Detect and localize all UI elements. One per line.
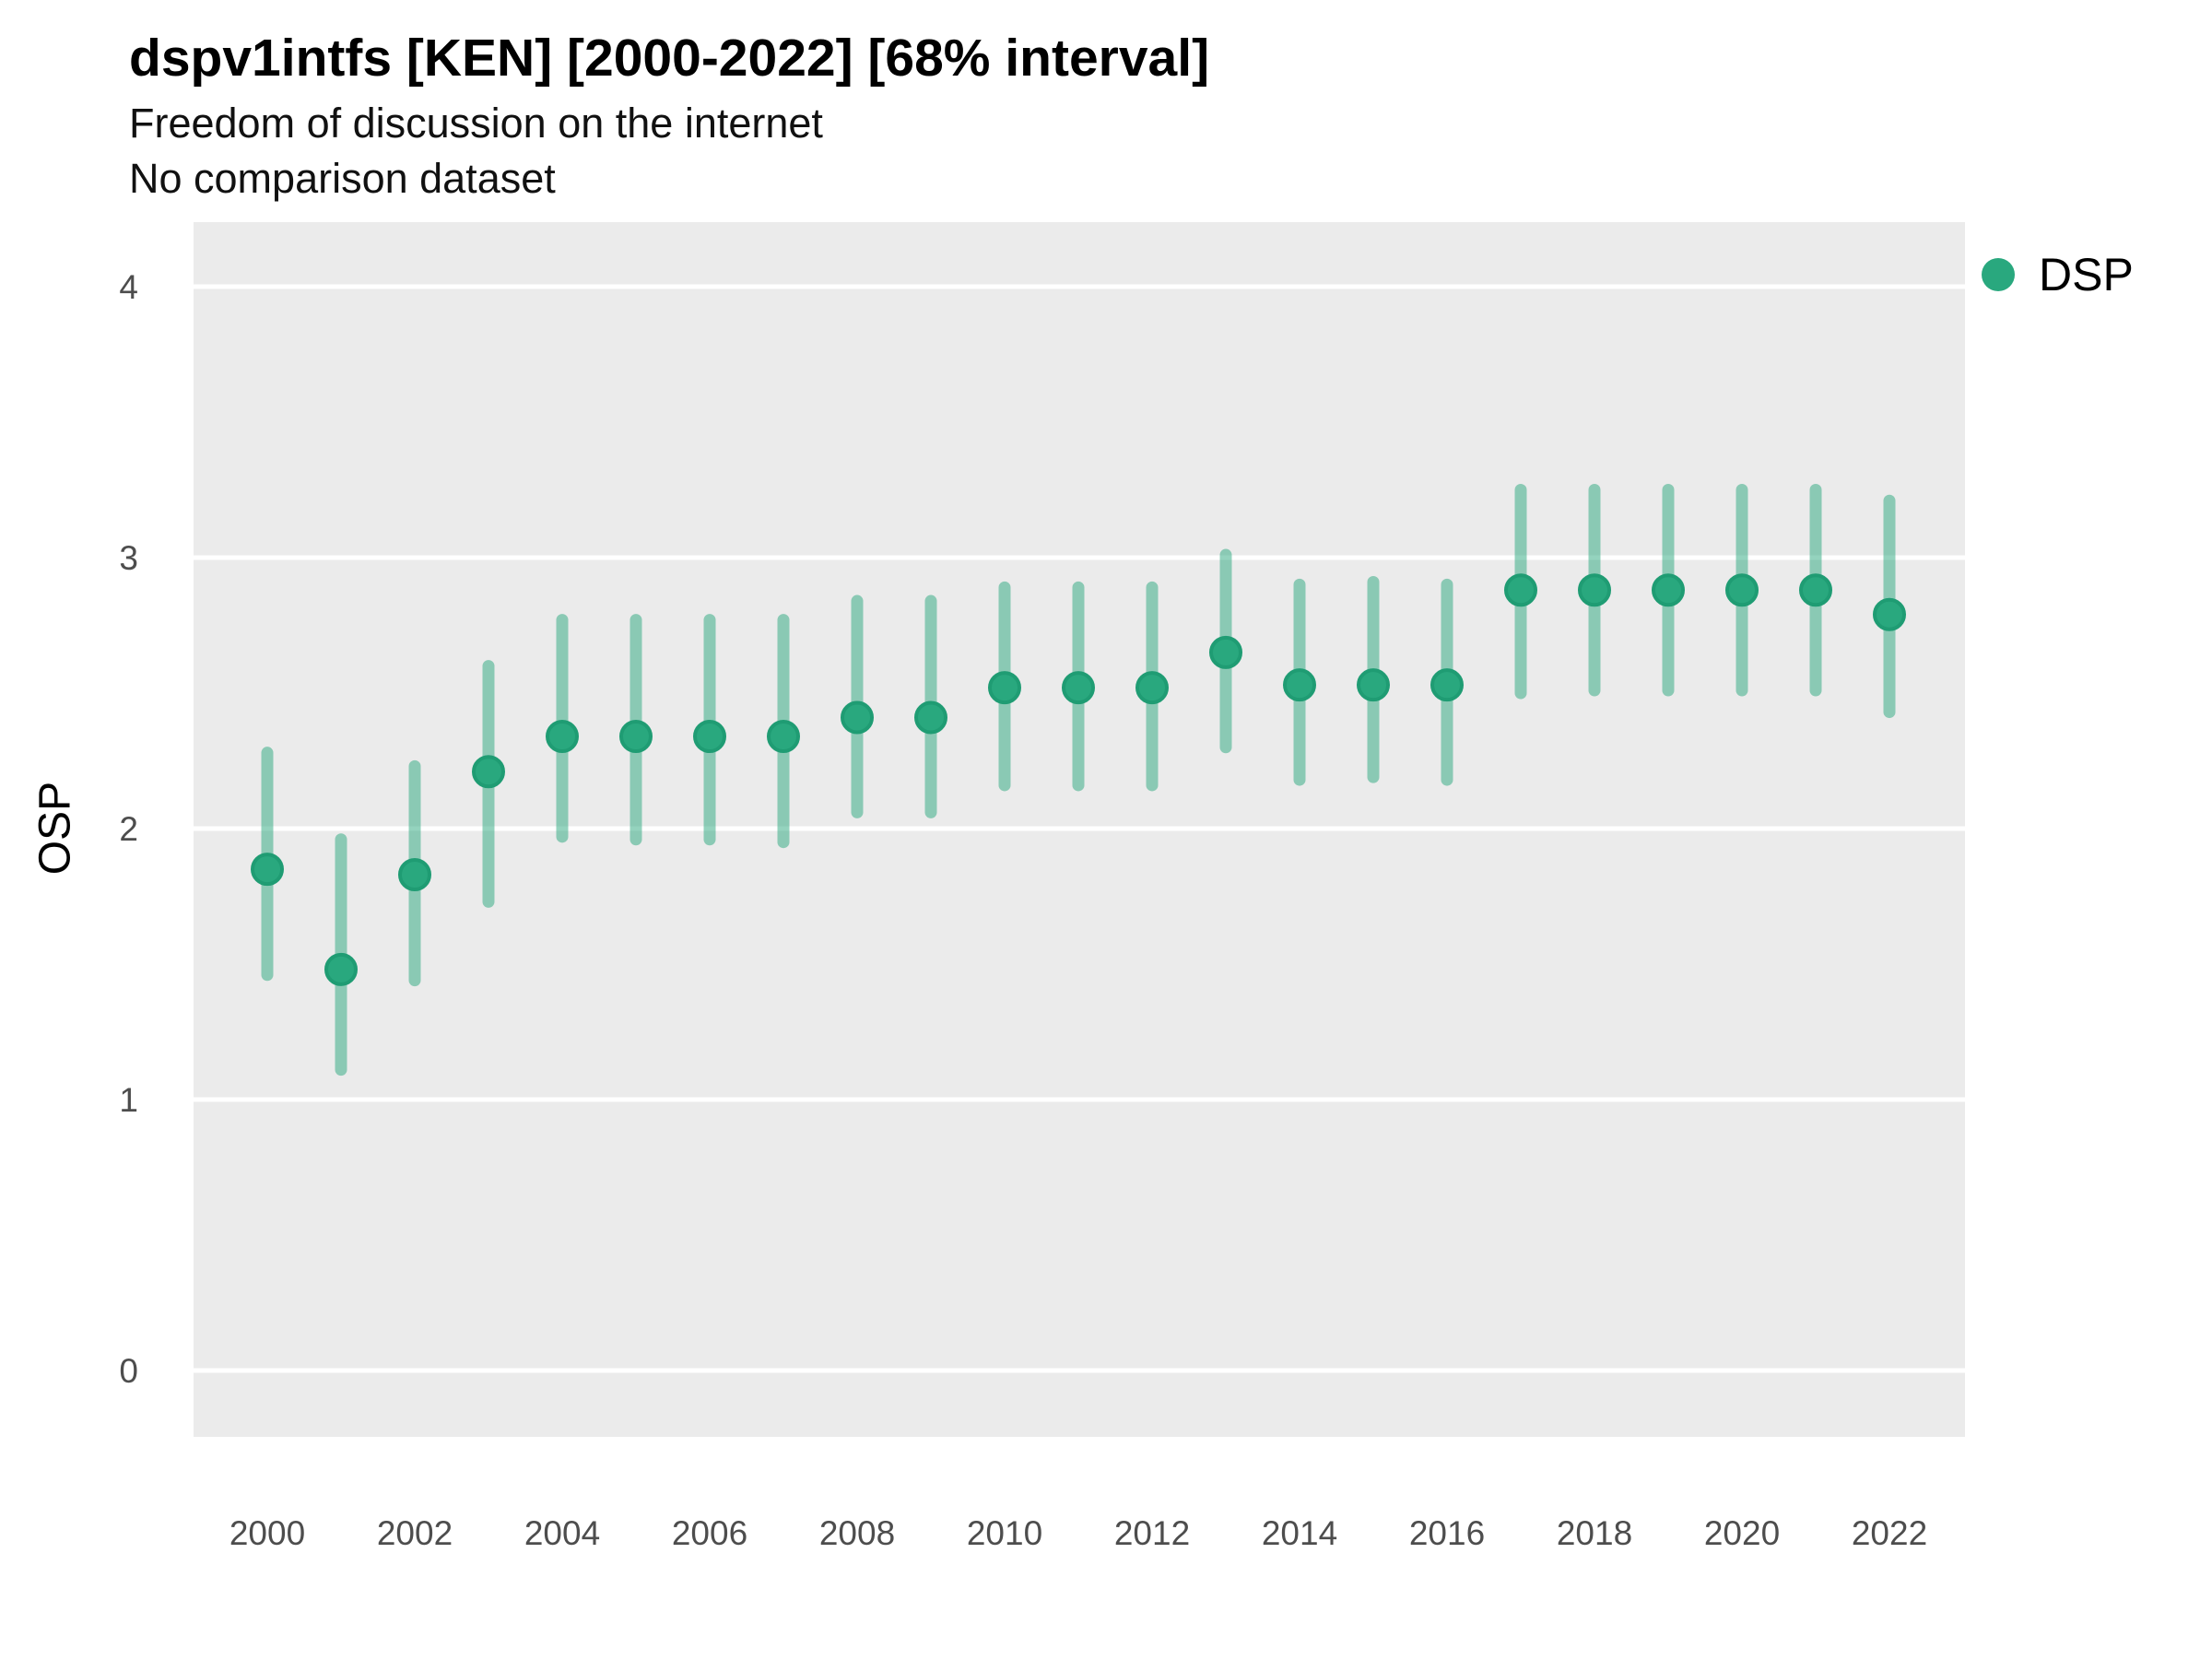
legend-marker-icon bbox=[1982, 258, 2015, 291]
data-point-2015 bbox=[1357, 668, 1390, 702]
data-point-2008 bbox=[841, 700, 874, 735]
x-tick-label-2012: 2012 bbox=[1113, 1514, 1191, 1552]
y-tick-label-4: 4 bbox=[119, 268, 138, 306]
x-tick-label-2006: 2006 bbox=[671, 1514, 748, 1552]
y-tick-label-1: 1 bbox=[119, 1081, 138, 1119]
y-tick-label-0: 0 bbox=[119, 1352, 138, 1390]
data-point-2009 bbox=[914, 700, 947, 735]
chart-subtitle: Freedom of discussion on the internet bbox=[129, 100, 823, 147]
data-point-2012 bbox=[1135, 671, 1169, 705]
data-point-2021 bbox=[1799, 573, 1832, 607]
data-point-2002 bbox=[398, 857, 431, 891]
data-point-2003 bbox=[472, 755, 505, 789]
data-point-2011 bbox=[1062, 671, 1095, 705]
data-point-2016 bbox=[1430, 668, 1464, 702]
data-point-2007 bbox=[767, 720, 800, 754]
x-tick-label-2002: 2002 bbox=[376, 1514, 453, 1552]
data-point-2014 bbox=[1283, 668, 1316, 702]
data-point-2022 bbox=[1873, 597, 1906, 631]
legend: DSP bbox=[1982, 241, 2134, 308]
x-tick-label-2016: 2016 bbox=[1408, 1514, 1486, 1552]
data-point-2001 bbox=[324, 952, 358, 986]
x-tick-label-2018: 2018 bbox=[1556, 1514, 1633, 1552]
legend-label: DSP bbox=[2039, 249, 2134, 300]
data-point-2017 bbox=[1504, 573, 1537, 607]
x-tick-label-2010: 2010 bbox=[966, 1514, 1043, 1552]
data-point-2004 bbox=[546, 720, 579, 754]
data-point-2010 bbox=[988, 671, 1021, 705]
data-point-2019 bbox=[1652, 573, 1685, 607]
x-tick-label-2004: 2004 bbox=[524, 1514, 601, 1552]
x-tick-label-2000: 2000 bbox=[229, 1514, 306, 1552]
chart-title: dspv1intfs [KEN] [2000-2022] [68% interv… bbox=[129, 29, 1210, 88]
data-point-2013 bbox=[1209, 635, 1242, 669]
x-tick-label-2008: 2008 bbox=[818, 1514, 896, 1552]
y-tick-label-2: 2 bbox=[119, 810, 138, 848]
x-tick-label-2022: 2022 bbox=[1851, 1514, 1928, 1552]
data-point-2000 bbox=[251, 853, 284, 887]
data-point-2006 bbox=[693, 720, 726, 754]
data-point-2005 bbox=[619, 720, 653, 754]
chart-note: No comparison dataset bbox=[129, 155, 556, 202]
y-tick-label-3: 3 bbox=[119, 539, 138, 577]
x-tick-label-2014: 2014 bbox=[1261, 1514, 1338, 1552]
data-point-2018 bbox=[1578, 573, 1611, 607]
data-point-2020 bbox=[1725, 573, 1759, 607]
x-tick-label-2020: 2020 bbox=[1703, 1514, 1781, 1552]
